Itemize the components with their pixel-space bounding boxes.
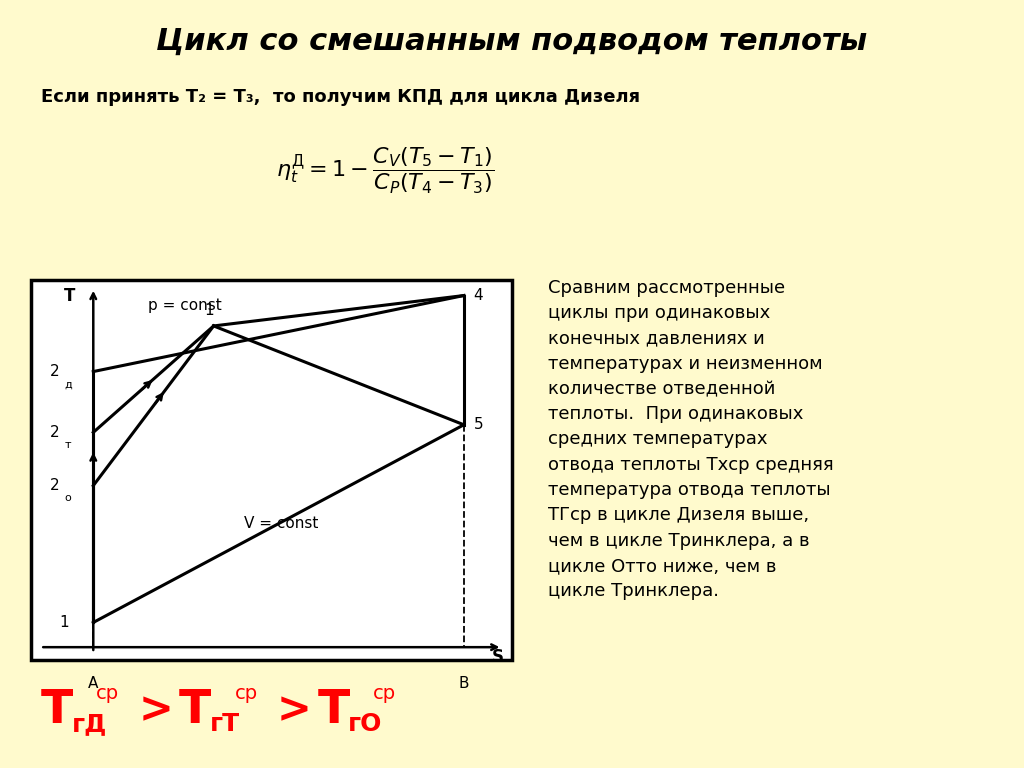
Text: >: > [276,690,311,731]
Text: $\eta_t^{\mathit{\rm Д}} = 1 - \dfrac{C_V(T_5 - T_1)}{C_P(T_4 - T_3)}$: $\eta_t^{\mathit{\rm Д}} = 1 - \dfrac{C_… [276,146,495,196]
Text: 5: 5 [473,417,483,432]
Text: гТ: гТ [210,712,240,737]
Text: 2: 2 [50,478,59,493]
Text: Если принять Т₂ = Т₃,  то получим КПД для цикла Дизеля: Если принять Т₂ = Т₃, то получим КПД для… [41,88,640,106]
Text: гО: гО [348,712,383,737]
Text: о: о [65,493,72,503]
Text: т: т [65,440,72,450]
Text: A: A [88,676,98,690]
Text: Т: Т [317,688,349,733]
Text: ср: ср [96,684,120,703]
Text: >: > [138,690,173,731]
Text: 2: 2 [50,364,59,379]
Text: T: T [63,286,75,305]
Text: p = const: p = const [147,297,221,313]
Text: 1: 1 [59,615,70,630]
Text: 1: 1 [204,303,214,318]
Text: ср: ср [234,684,258,703]
Text: S: S [492,647,504,666]
Text: 2: 2 [50,425,59,440]
Bar [31,280,512,660]
Text: Т: Т [41,688,73,733]
Text: ср: ср [373,684,396,703]
Text: Цикл со смешанным подводом теплоты: Цикл со смешанным подводом теплоты [157,27,867,56]
Text: B: B [459,676,469,690]
Text: гД: гД [72,712,108,737]
Text: д: д [65,379,73,389]
Text: Т: Т [179,688,211,733]
Text: V = const: V = const [244,516,318,531]
Text: Сравним рассмотренные
циклы при одинаковых
конечных давлениях и
температурах и н: Сравним рассмотренные циклы при одинаков… [548,279,834,600]
Text: 4: 4 [473,288,483,303]
